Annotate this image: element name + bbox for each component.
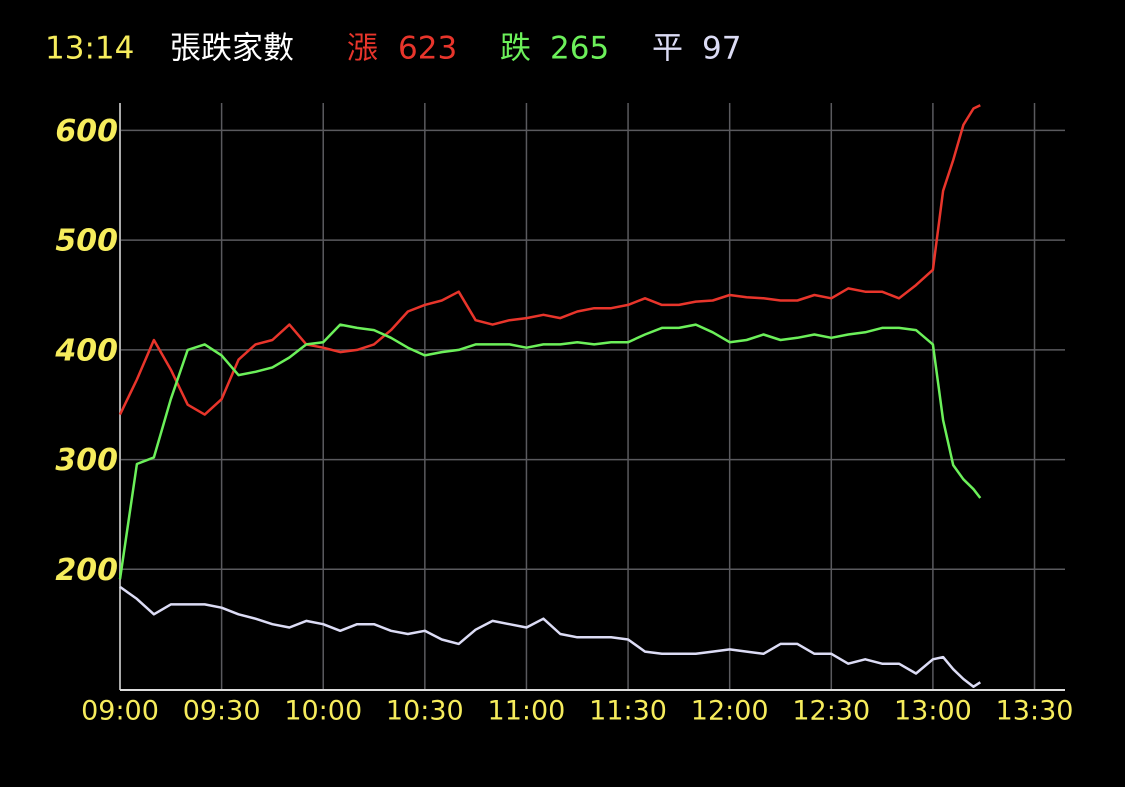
legend-label: 漲 (347, 31, 378, 67)
legend-label: 跌 (500, 31, 531, 67)
x-tick-label: 09:00 (81, 696, 159, 727)
x-tick-label: 11:00 (488, 696, 566, 727)
legend-value: 97 (702, 31, 741, 67)
y-tick-label: 200 (55, 553, 118, 588)
legend-value: 623 (398, 31, 457, 67)
header-title: 張跌家數 (170, 31, 294, 67)
x-tick-label: 09:30 (183, 696, 261, 727)
legend-value: 265 (550, 31, 609, 67)
y-tick-label: 400 (54, 333, 118, 368)
y-tick-label: 500 (55, 224, 118, 259)
y-tick-label: 300 (55, 443, 118, 478)
legend-label: 平 (652, 31, 683, 67)
x-tick-label: 13:30 (996, 696, 1074, 727)
series-line (118, 104, 981, 416)
x-tick-label: 10:00 (284, 696, 362, 727)
header-time: 13:14 (45, 31, 134, 67)
series-line (119, 585, 981, 688)
x-tick-label: 12:00 (691, 696, 769, 727)
x-tick-label: 12:30 (792, 696, 870, 727)
x-tick-label: 10:30 (386, 696, 464, 727)
x-tick-label: 13:00 (894, 696, 972, 727)
x-tick-label: 11:30 (589, 696, 667, 727)
y-tick-label: 600 (55, 114, 118, 149)
series-line (118, 323, 982, 580)
